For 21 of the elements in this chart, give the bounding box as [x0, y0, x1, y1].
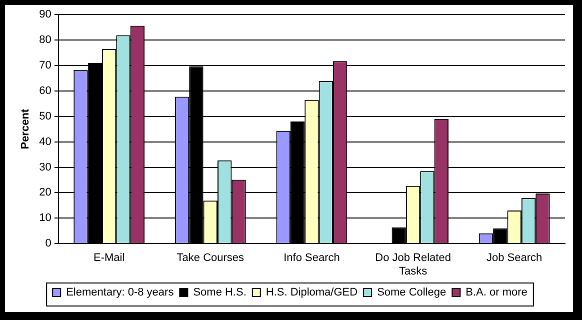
legend-label: B.A. or more	[466, 286, 528, 299]
y-tick-label: 40	[39, 136, 52, 148]
legend-label: Some College	[377, 286, 446, 299]
y-axis-title: Percent	[20, 108, 32, 150]
x-tick-label: Take Courses	[176, 252, 245, 264]
y-tick-label: 20	[39, 186, 52, 199]
y-tick-label: 60	[39, 84, 52, 97]
x-tick-label: E-Mail	[94, 252, 125, 264]
x-tick-label: Do Job Related Tasks	[375, 252, 451, 278]
y-tick-label: 30	[39, 161, 52, 174]
y-tick-label: 10	[39, 212, 52, 224]
y-tick-label: 80	[39, 34, 52, 46]
y-tick-label: 0	[45, 238, 52, 250]
y-tick-label: 70	[39, 60, 52, 72]
x-tick-label: Job Search	[486, 252, 542, 264]
legend-label: Some H.S.	[193, 286, 246, 299]
y-tick-label: 90	[39, 8, 52, 21]
legend-label: Elementary: 0-8 years	[66, 286, 174, 299]
y-tick-label: 50	[39, 110, 52, 122]
legend-label: H.S. Diploma/GED	[266, 286, 358, 299]
x-tick-label: Info Search	[284, 252, 340, 264]
